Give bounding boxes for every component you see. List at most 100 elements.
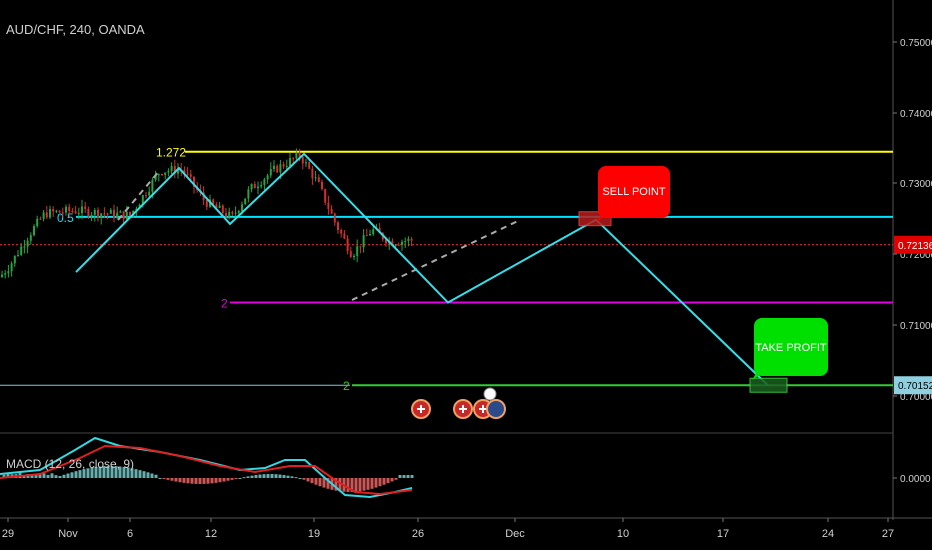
candle-body bbox=[330, 208, 333, 214]
candle-body bbox=[362, 235, 365, 248]
target-price-badge-label: 0.70152 bbox=[898, 381, 932, 392]
candle-body bbox=[337, 222, 339, 231]
candle-body bbox=[282, 164, 285, 167]
macd-histogram-bar bbox=[234, 478, 238, 479]
candle-body bbox=[90, 214, 93, 217]
candle-body bbox=[215, 204, 218, 208]
candle-body bbox=[234, 212, 237, 214]
macd-histogram-bar bbox=[134, 469, 138, 478]
candle-body bbox=[317, 177, 320, 182]
candle-body bbox=[61, 212, 64, 214]
macd-histogram-bar bbox=[122, 466, 126, 478]
candle-body bbox=[55, 210, 58, 212]
macd-histogram-bar bbox=[378, 478, 382, 487]
candle-body bbox=[346, 238, 349, 252]
candle-body bbox=[295, 152, 298, 159]
macd-histogram-bar bbox=[250, 475, 254, 478]
macd-histogram-bar bbox=[246, 476, 250, 478]
macd-histogram-bar bbox=[146, 472, 150, 478]
candle-body bbox=[113, 209, 115, 218]
macd-histogram-bar bbox=[150, 473, 154, 478]
x-tick-label: 27 bbox=[882, 528, 894, 540]
macd-histogram-bar bbox=[70, 472, 74, 478]
macd-histogram-bar bbox=[54, 475, 58, 478]
candle-body bbox=[125, 211, 128, 220]
last-price-badge bbox=[894, 235, 932, 254]
macd-histogram-bar bbox=[42, 473, 46, 478]
candle-body bbox=[71, 211, 74, 213]
candle-body bbox=[177, 169, 179, 174]
macd-histogram-bar bbox=[302, 478, 306, 480]
macd-histogram-bar bbox=[222, 478, 226, 482]
candle-body bbox=[23, 246, 26, 248]
x-tick-label: 26 bbox=[412, 528, 424, 540]
candle-body bbox=[353, 256, 355, 258]
macd-histogram-bar bbox=[322, 478, 326, 488]
last-price-badge-label: 0.72136 bbox=[898, 241, 932, 252]
candle-body bbox=[253, 184, 256, 189]
macd-histogram-bar bbox=[198, 478, 202, 484]
candle-body bbox=[26, 240, 29, 247]
macd-histogram-bar bbox=[306, 478, 310, 482]
macd-histogram-bar bbox=[374, 478, 378, 488]
candle-body bbox=[186, 173, 189, 175]
candle-body bbox=[103, 213, 106, 215]
macd-histogram-bar bbox=[202, 478, 206, 484]
symbol-label: AUD/CHF, 240, OANDA bbox=[6, 22, 145, 37]
candle-body bbox=[29, 235, 32, 241]
x-tick-label: 6 bbox=[127, 528, 133, 540]
candle-body bbox=[298, 152, 301, 158]
candle-body bbox=[349, 251, 352, 258]
candle-body bbox=[151, 179, 154, 192]
sell-point-callout-tail bbox=[596, 212, 612, 222]
candle-body bbox=[45, 212, 48, 218]
macd-histogram-bar bbox=[30, 474, 34, 478]
macd-histogram-bar bbox=[158, 478, 162, 479]
macd-line bbox=[0, 436, 413, 499]
macd-histogram-bar bbox=[6, 473, 10, 478]
macd-histogram-bar bbox=[106, 466, 110, 478]
macd-histogram-bar bbox=[34, 474, 38, 478]
take-profit-label: TAKE PROFIT bbox=[755, 342, 827, 354]
signal-line bbox=[0, 444, 413, 496]
macd-histogram-bar bbox=[110, 466, 114, 478]
candle-body bbox=[7, 271, 10, 274]
candle-body bbox=[74, 211, 77, 214]
macd-histogram-bar bbox=[402, 475, 406, 478]
candle-body bbox=[279, 164, 282, 173]
macd-histogram-bar bbox=[390, 478, 394, 482]
macd-histogram-bar bbox=[90, 467, 94, 478]
fib-level-label: 1.272 bbox=[156, 146, 186, 160]
candle-body bbox=[164, 172, 167, 175]
candle-body bbox=[36, 218, 39, 227]
macd-histogram-bar bbox=[262, 474, 266, 478]
macd-histogram-bar bbox=[154, 474, 158, 478]
macd-tick-label: 0.0000 bbox=[900, 474, 931, 485]
candle-body bbox=[109, 209, 112, 214]
take-profit-callout-tail bbox=[752, 370, 768, 380]
candle-body bbox=[225, 213, 227, 217]
x-tick-label: Dec bbox=[505, 528, 525, 540]
sell-point-label: SELL POINT bbox=[602, 186, 665, 198]
candle-body bbox=[65, 206, 67, 213]
candle-body bbox=[33, 226, 35, 236]
sell-point-callout bbox=[598, 166, 670, 218]
candle-body bbox=[20, 246, 23, 255]
macd-histogram-bar bbox=[274, 474, 278, 478]
macd-histogram-bar bbox=[62, 474, 66, 478]
candle-body bbox=[93, 209, 96, 215]
candle-body bbox=[116, 212, 119, 218]
candle-body bbox=[183, 169, 186, 174]
candle-body bbox=[170, 166, 173, 171]
candle-body bbox=[212, 199, 215, 205]
macd-histogram-bar bbox=[410, 475, 414, 478]
macd-histogram-bar bbox=[186, 478, 190, 484]
candle-body bbox=[1, 274, 3, 278]
macd-histogram-bar bbox=[358, 478, 362, 492]
macd-histogram-bar bbox=[254, 475, 258, 478]
candle-body bbox=[129, 211, 131, 216]
x-tick-label: 24 bbox=[822, 528, 834, 540]
